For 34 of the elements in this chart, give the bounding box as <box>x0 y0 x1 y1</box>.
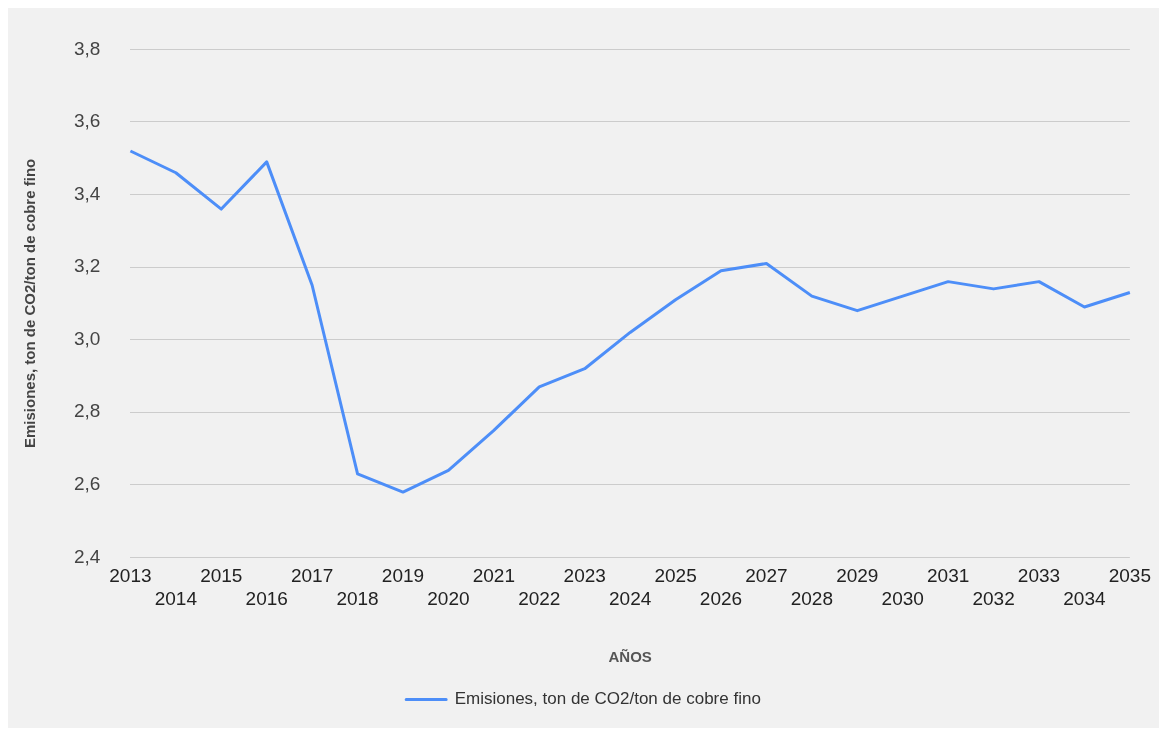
y-tick-label: 3,6 <box>73 110 101 132</box>
y-tick-label: 3,4 <box>73 182 101 204</box>
x-tick-label: 2020 <box>427 587 470 609</box>
x-tick-label: 2031 <box>927 565 970 587</box>
x-tick-label: 2028 <box>790 587 833 609</box>
y-tick-label: 2,4 <box>73 545 101 567</box>
x-tick-label: 2033 <box>1017 565 1061 587</box>
y-tick-label: 3,0 <box>73 327 101 349</box>
x-tick-label: 2015 <box>200 565 243 587</box>
x-tick-label: 2016 <box>245 587 288 609</box>
x-tick-label: 2030 <box>881 587 924 609</box>
x-tick-label: 2034 <box>1063 587 1106 609</box>
x-axis-title: AÑOS <box>608 648 652 666</box>
x-tick-label: 2027 <box>745 565 788 587</box>
x-tick-label: 2026 <box>699 587 743 609</box>
x-tick-label: 2018 <box>336 587 379 609</box>
x-tick-label: 2013 <box>109 565 152 587</box>
x-tick-label: 2017 <box>290 565 334 587</box>
y-tick-label: 3,2 <box>73 255 101 277</box>
x-tick-label: 2014 <box>154 587 198 609</box>
y-axis-title: Emisiones, ton de CO2/ton de cobre fino <box>21 158 39 448</box>
y-tick-label: 2,6 <box>73 473 101 495</box>
x-tick-label: 2024 <box>609 587 652 609</box>
x-tick-label: 2022 <box>518 587 561 609</box>
y-tick-label: 2,8 <box>73 400 101 422</box>
x-tick-label: 2019 <box>381 565 425 587</box>
x-tick-label: 2035 <box>1108 565 1152 587</box>
legend-label: Emisiones, ton de CO2/ton de cobre fino <box>454 689 761 709</box>
x-tick-label: 2029 <box>836 565 879 587</box>
x-tick-label: 2023 <box>563 565 606 587</box>
x-tick-label: 2032 <box>972 587 1015 609</box>
x-tick-label: 2025 <box>654 565 697 587</box>
x-tick-label: 2021 <box>472 565 515 587</box>
y-tick-label: 3,8 <box>73 37 101 59</box>
